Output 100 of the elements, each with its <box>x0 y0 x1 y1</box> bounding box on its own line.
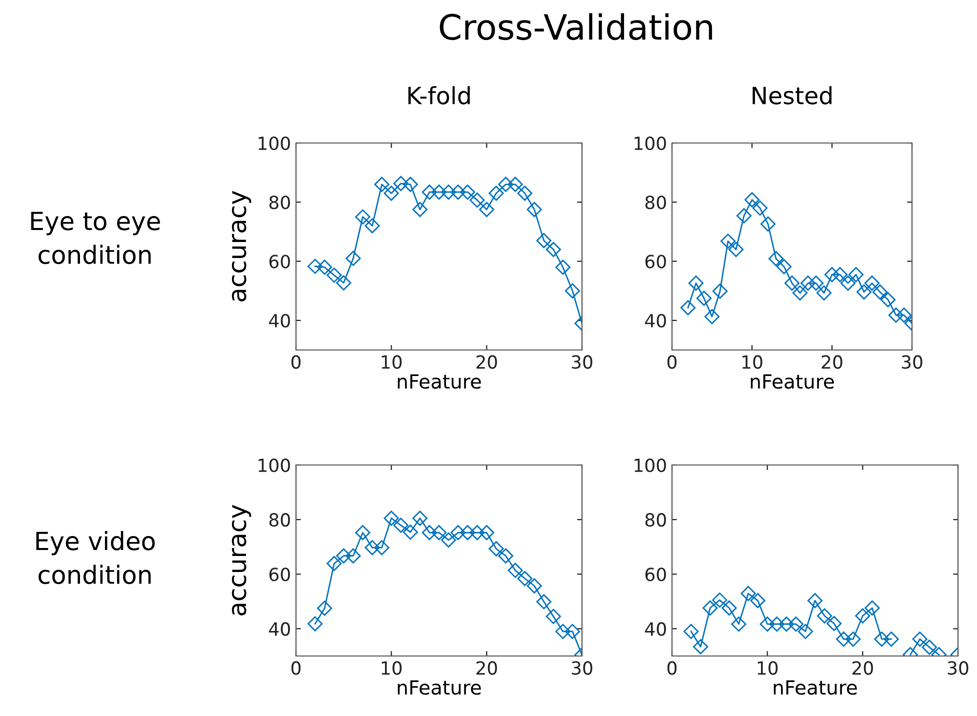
x-tick-label: 30 <box>572 355 592 369</box>
point <box>760 216 776 232</box>
x-axis-title: nFeature <box>750 374 834 389</box>
point <box>470 525 485 540</box>
chart-title: Nested <box>752 86 832 104</box>
point <box>384 510 399 526</box>
y-tick-label: 40 <box>269 314 290 328</box>
point <box>536 594 552 610</box>
y-tick-label: 80 <box>645 196 666 210</box>
point <box>740 586 756 602</box>
x-tick-label: 30 <box>948 661 968 675</box>
point <box>922 640 937 655</box>
point <box>450 525 466 540</box>
point <box>728 242 744 258</box>
point <box>731 616 746 632</box>
point <box>720 234 736 249</box>
point <box>460 525 476 540</box>
point <box>555 624 571 640</box>
point <box>778 616 794 632</box>
x-tick-label: 20 <box>476 355 497 369</box>
x-tick-label: 10 <box>742 355 762 369</box>
point <box>440 184 456 200</box>
text: Eye video condition <box>36 531 155 584</box>
point <box>355 525 370 540</box>
point <box>768 251 784 266</box>
point <box>317 600 332 616</box>
point <box>760 616 775 632</box>
x-tick-label: 20 <box>852 661 873 675</box>
point <box>355 209 370 224</box>
point <box>470 192 485 208</box>
point <box>317 260 332 275</box>
point <box>402 176 418 192</box>
y-tick-label: 40 <box>645 622 666 636</box>
point <box>498 548 514 564</box>
point <box>546 242 561 258</box>
point <box>564 624 580 640</box>
y-tick-label: 80 <box>645 513 666 527</box>
point <box>800 276 816 291</box>
point <box>384 186 399 201</box>
point <box>752 200 768 216</box>
x-tick-label: 30 <box>572 661 592 675</box>
x-tick-label: 20 <box>476 661 497 675</box>
x-tick-label: 10 <box>758 661 778 675</box>
x-tick-label: 10 <box>382 355 402 369</box>
point <box>836 632 852 647</box>
point <box>824 267 840 282</box>
x-tick-label: 0 <box>291 661 301 675</box>
point <box>722 600 737 616</box>
y-tick-label: 100 <box>634 458 666 472</box>
y-axis-title: accuracy <box>232 190 252 302</box>
point <box>788 616 804 632</box>
point <box>364 218 380 234</box>
point <box>326 556 342 572</box>
point <box>364 540 380 556</box>
y-tick-label: 60 <box>269 568 290 582</box>
x-tick-label: 0 <box>667 661 677 675</box>
text: Cross-Validation <box>440 13 712 40</box>
x-tick-label: 30 <box>902 355 922 369</box>
point <box>460 184 476 200</box>
y-tick-label: 100 <box>258 136 290 150</box>
point <box>750 593 766 608</box>
point <box>864 600 880 616</box>
point <box>888 308 904 323</box>
point <box>536 233 552 248</box>
point <box>431 525 447 540</box>
point <box>808 276 824 291</box>
x-axis-title: nFeature <box>398 374 481 389</box>
point <box>393 176 408 192</box>
point <box>896 308 912 323</box>
point <box>336 275 352 290</box>
point <box>307 616 323 632</box>
chart-title: K-fold <box>408 86 470 104</box>
y-tick-label: 40 <box>269 622 290 636</box>
point <box>744 192 760 208</box>
point <box>798 624 814 640</box>
point <box>880 292 896 308</box>
point <box>848 267 864 282</box>
point <box>712 284 728 299</box>
point <box>440 532 456 548</box>
point <box>846 632 861 647</box>
point <box>683 624 699 640</box>
point <box>374 540 390 556</box>
point <box>872 284 888 300</box>
x-tick-label: 0 <box>291 355 301 369</box>
point <box>704 309 720 324</box>
point <box>680 300 696 316</box>
point <box>826 616 842 632</box>
point <box>874 632 890 647</box>
point <box>688 276 704 291</box>
y-tick-label: 100 <box>634 136 666 150</box>
point <box>346 250 361 266</box>
point <box>526 578 542 594</box>
point <box>479 525 494 540</box>
point <box>807 593 823 608</box>
point <box>776 259 792 274</box>
point <box>884 632 899 647</box>
y-tick-label: 100 <box>258 458 290 472</box>
point <box>498 176 514 192</box>
point <box>374 176 390 192</box>
y-tick-label: 60 <box>645 254 666 268</box>
